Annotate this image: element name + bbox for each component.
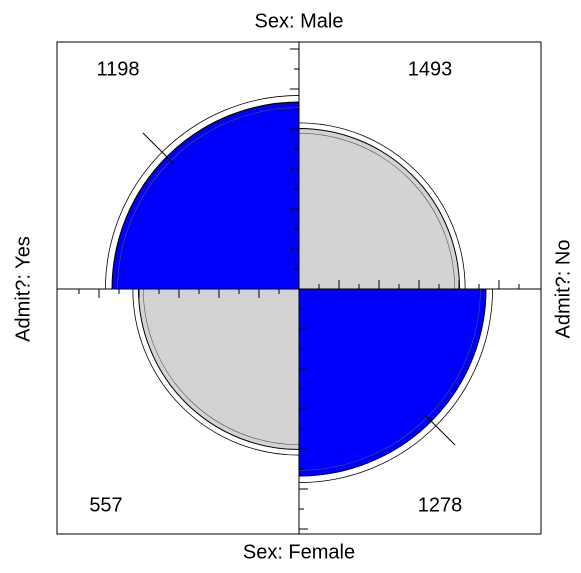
confidence-ring (132, 288, 300, 456)
cell-sector (111, 101, 300, 290)
left-label: Admit?: Yes (12, 236, 34, 342)
cell-count: 1198 (96, 58, 139, 80)
confidence-ring (298, 132, 456, 290)
bottom-label: Sex: Female (243, 541, 355, 563)
diagonal-marker (142, 132, 174, 164)
cell-count: 1278 (418, 494, 463, 516)
confidence-ring (298, 122, 466, 290)
cell-sector (298, 288, 487, 477)
top-label: Sex: Male (255, 10, 344, 32)
cell-sector (137, 288, 300, 451)
cell-sector (298, 127, 461, 290)
right-label: Admit?: No (552, 240, 574, 339)
cell-count: 557 (89, 494, 122, 516)
confidence-ring (142, 288, 300, 446)
cell-count: 1493 (408, 58, 453, 80)
diagonal-marker (424, 414, 456, 446)
